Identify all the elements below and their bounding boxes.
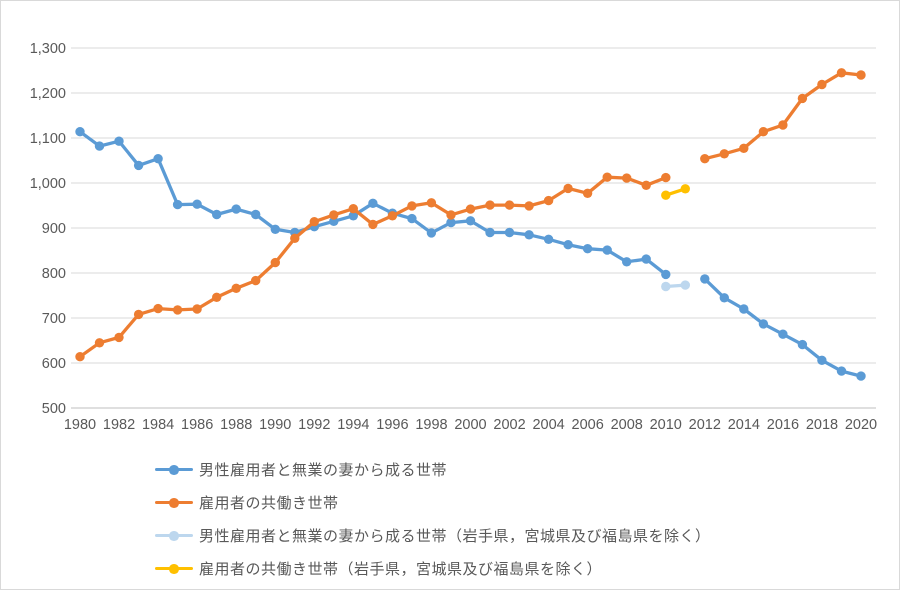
svg-text:1990: 1990 bbox=[259, 417, 291, 433]
legend-marker-dual-income-excl-icon bbox=[155, 563, 195, 575]
svg-text:900: 900 bbox=[42, 221, 66, 237]
legend-label-dual-income-excl: 雇用者の共働き世帯（岩手県，宮城県及び福島県を除く） bbox=[199, 561, 603, 578]
legend-item-single-income-excl: 男性雇用者と無業の妻から成る世帯（岩手県，宮城県及び福島県を除く） bbox=[155, 519, 711, 552]
svg-text:1988: 1988 bbox=[220, 417, 252, 433]
svg-text:800: 800 bbox=[42, 266, 66, 282]
svg-text:1984: 1984 bbox=[142, 417, 174, 433]
svg-text:1992: 1992 bbox=[298, 417, 330, 433]
legend-marker-single-income-icon bbox=[155, 464, 195, 476]
svg-text:1986: 1986 bbox=[181, 417, 213, 433]
legend-item-single-income: 男性雇用者と無業の妻から成る世帯 bbox=[155, 453, 711, 486]
svg-text:1994: 1994 bbox=[337, 417, 369, 433]
svg-text:2004: 2004 bbox=[532, 417, 564, 433]
svg-text:2018: 2018 bbox=[806, 417, 838, 433]
svg-text:2008: 2008 bbox=[611, 417, 643, 433]
svg-text:2000: 2000 bbox=[454, 417, 486, 433]
svg-text:2016: 2016 bbox=[767, 417, 799, 433]
legend-marker-dual-income-icon bbox=[155, 497, 195, 509]
svg-text:1980: 1980 bbox=[64, 417, 96, 433]
svg-text:1,100: 1,100 bbox=[30, 131, 66, 147]
svg-text:2006: 2006 bbox=[572, 417, 604, 433]
svg-text:2014: 2014 bbox=[728, 417, 760, 433]
legend-marker-single-income-excl-icon bbox=[155, 530, 195, 542]
svg-text:600: 600 bbox=[42, 356, 66, 372]
legend-item-dual-income-excl: 雇用者の共働き世帯（岩手県，宮城県及び福島県を除く） bbox=[155, 552, 711, 585]
svg-text:1,300: 1,300 bbox=[30, 41, 66, 57]
legend-label-single-income-excl: 男性雇用者と無業の妻から成る世帯（岩手県，宮城県及び福島県を除く） bbox=[199, 528, 711, 545]
svg-text:1996: 1996 bbox=[376, 417, 408, 433]
svg-text:500: 500 bbox=[42, 401, 66, 417]
svg-text:2020: 2020 bbox=[845, 417, 877, 433]
chart-legend: 男性雇用者と無業の妻から成る世帯 雇用者の共働き世帯 男性雇用者と無業の妻から成… bbox=[155, 453, 711, 585]
svg-text:2010: 2010 bbox=[650, 417, 682, 433]
svg-text:1,000: 1,000 bbox=[30, 176, 66, 192]
legend-item-dual-income: 雇用者の共働き世帯 bbox=[155, 486, 711, 519]
svg-text:700: 700 bbox=[42, 311, 66, 327]
svg-text:1,200: 1,200 bbox=[30, 86, 66, 102]
svg-text:1998: 1998 bbox=[415, 417, 447, 433]
svg-text:2002: 2002 bbox=[493, 417, 525, 433]
svg-text:2012: 2012 bbox=[689, 417, 721, 433]
legend-label-single-income: 男性雇用者と無業の妻から成る世帯 bbox=[199, 462, 448, 479]
legend-label-dual-income: 雇用者の共働き世帯 bbox=[199, 495, 339, 512]
svg-text:1982: 1982 bbox=[103, 417, 135, 433]
